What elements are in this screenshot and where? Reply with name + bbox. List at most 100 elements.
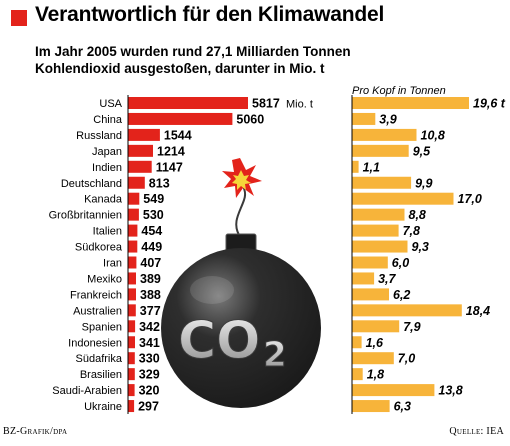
- emissions-bar: [128, 144, 153, 157]
- emissions-bar: [128, 368, 135, 381]
- per-capita-value: 3,7: [378, 272, 396, 286]
- per-capita-bar: [352, 240, 408, 253]
- bomb-illustration: CO 2: [161, 158, 321, 408]
- per-capita-bar: [352, 224, 399, 237]
- category-label: Saudi-Arabien: [52, 385, 122, 397]
- per-capita-bar: [352, 400, 390, 413]
- per-capita-value: 13,8: [438, 384, 462, 398]
- per-capita-value: 1,8: [367, 368, 384, 382]
- title-marker: [11, 10, 27, 26]
- emissions-bar: [128, 192, 140, 205]
- category-label: Russland: [76, 130, 122, 142]
- emissions-bar: [128, 97, 248, 109]
- emissions-bar: [128, 400, 135, 413]
- category-label: USA: [99, 98, 122, 110]
- emissions-value: 330: [139, 352, 160, 366]
- page-title: Verantwortlich für den Klimawandel: [35, 3, 385, 26]
- emissions-bar: [128, 384, 135, 397]
- per-capita-value: 9,5: [413, 144, 431, 158]
- per-capita-bar: [352, 112, 376, 125]
- per-capita-value: 8,8: [409, 208, 426, 222]
- per-capita-value: 17,0: [458, 192, 482, 206]
- category-label: Japan: [92, 146, 122, 158]
- emissions-bar: [128, 224, 138, 237]
- per-capita-value: 19,6 t: [473, 97, 506, 111]
- per-capita-header: Pro Kopf in Tonnen: [352, 85, 446, 97]
- per-capita-bar: [352, 288, 389, 301]
- emissions-value: 407: [140, 256, 161, 270]
- emissions-bar: [128, 208, 139, 221]
- emissions-unit: Mio. t: [286, 99, 313, 111]
- per-capita-value: 6,0: [392, 256, 409, 270]
- emissions-value: 329: [139, 368, 160, 382]
- emissions-value: 342: [139, 320, 160, 334]
- category-label: Ukraine: [84, 401, 122, 413]
- co2-label: CO: [178, 311, 260, 371]
- per-capita-value: 1,6: [366, 336, 384, 350]
- per-capita-value: 10,8: [421, 128, 445, 142]
- emissions-bar: [128, 176, 145, 189]
- emissions-bar: [128, 272, 136, 285]
- category-label: Südafrika: [76, 353, 123, 365]
- per-capita-bar: [352, 384, 435, 397]
- per-capita-bar: [352, 272, 375, 285]
- emissions-value: 5817: [252, 97, 280, 111]
- category-label: China: [93, 114, 123, 126]
- category-label: Australien: [73, 305, 122, 317]
- emissions-value: 341: [139, 336, 160, 350]
- category-label: Spanien: [82, 321, 122, 333]
- category-label: Indonesien: [68, 337, 122, 349]
- per-capita-value: 6,2: [393, 288, 410, 302]
- per-capita-bar: [352, 160, 359, 173]
- emissions-value: 530: [143, 208, 164, 222]
- category-label: Deutschland: [61, 178, 122, 190]
- per-capita-bar: [352, 176, 412, 189]
- category-label: Südkorea: [75, 242, 123, 254]
- co2-subscript: 2: [263, 335, 287, 375]
- per-capita-value: 7,0: [398, 352, 415, 366]
- category-label: Brasilien: [80, 369, 122, 381]
- category-label: Italien: [93, 226, 122, 238]
- per-capita-bar: [352, 208, 405, 221]
- emissions-bar: [128, 336, 135, 349]
- per-capita-bar: [352, 144, 409, 157]
- emissions-bar: [128, 112, 233, 125]
- emissions-bar: [128, 320, 136, 333]
- emissions-value: 549: [143, 192, 164, 206]
- category-label: Mexiko: [87, 273, 122, 285]
- subtitle: Im Jahr 2005 wurden rund 27,1 Milliarden…: [35, 43, 351, 77]
- per-capita-value: 7,8: [403, 224, 420, 238]
- per-capita-bar: [352, 352, 394, 365]
- bars-layer: USA 5817 Mio. t 19,6 t China 5060 3,9 Russland 1…: [49, 95, 506, 415]
- emissions-bar: [128, 160, 152, 173]
- spark-icon: [222, 158, 262, 198]
- emissions-value: 377: [140, 304, 161, 318]
- emissions-value: 389: [140, 272, 161, 286]
- per-capita-value: 18,4: [466, 304, 490, 318]
- emissions-value: 449: [141, 240, 162, 254]
- per-capita-bar: [352, 368, 363, 381]
- emissions-value: 388: [140, 288, 161, 302]
- emissions-bar: [128, 128, 160, 141]
- source-credit: BZ-Grafik/dpa: [3, 426, 68, 437]
- per-capita-value: 9,3: [412, 240, 429, 254]
- category-label: Frankreich: [70, 289, 122, 301]
- per-capita-bar: [352, 320, 400, 333]
- emissions-bar: [128, 256, 137, 269]
- category-label: Iran: [103, 258, 122, 270]
- per-capita-bar: [352, 256, 388, 269]
- per-capita-value: 7,9: [403, 320, 420, 334]
- per-capita-value: 3,9: [379, 112, 396, 126]
- emissions-value: 320: [139, 384, 160, 398]
- emissions-value: 813: [149, 176, 170, 190]
- per-capita-value: 9,9: [415, 176, 432, 190]
- emissions-value: 1544: [164, 128, 192, 142]
- emissions-bar: [128, 288, 136, 301]
- emissions-value: 454: [141, 224, 162, 238]
- per-capita-value: 1,1: [363, 160, 380, 174]
- emissions-value: 1147: [156, 160, 183, 174]
- per-capita-bar: [352, 192, 454, 205]
- per-capita-value: 6,3: [394, 400, 411, 414]
- emissions-value: 297: [138, 400, 159, 414]
- per-capita-bar: [352, 304, 462, 317]
